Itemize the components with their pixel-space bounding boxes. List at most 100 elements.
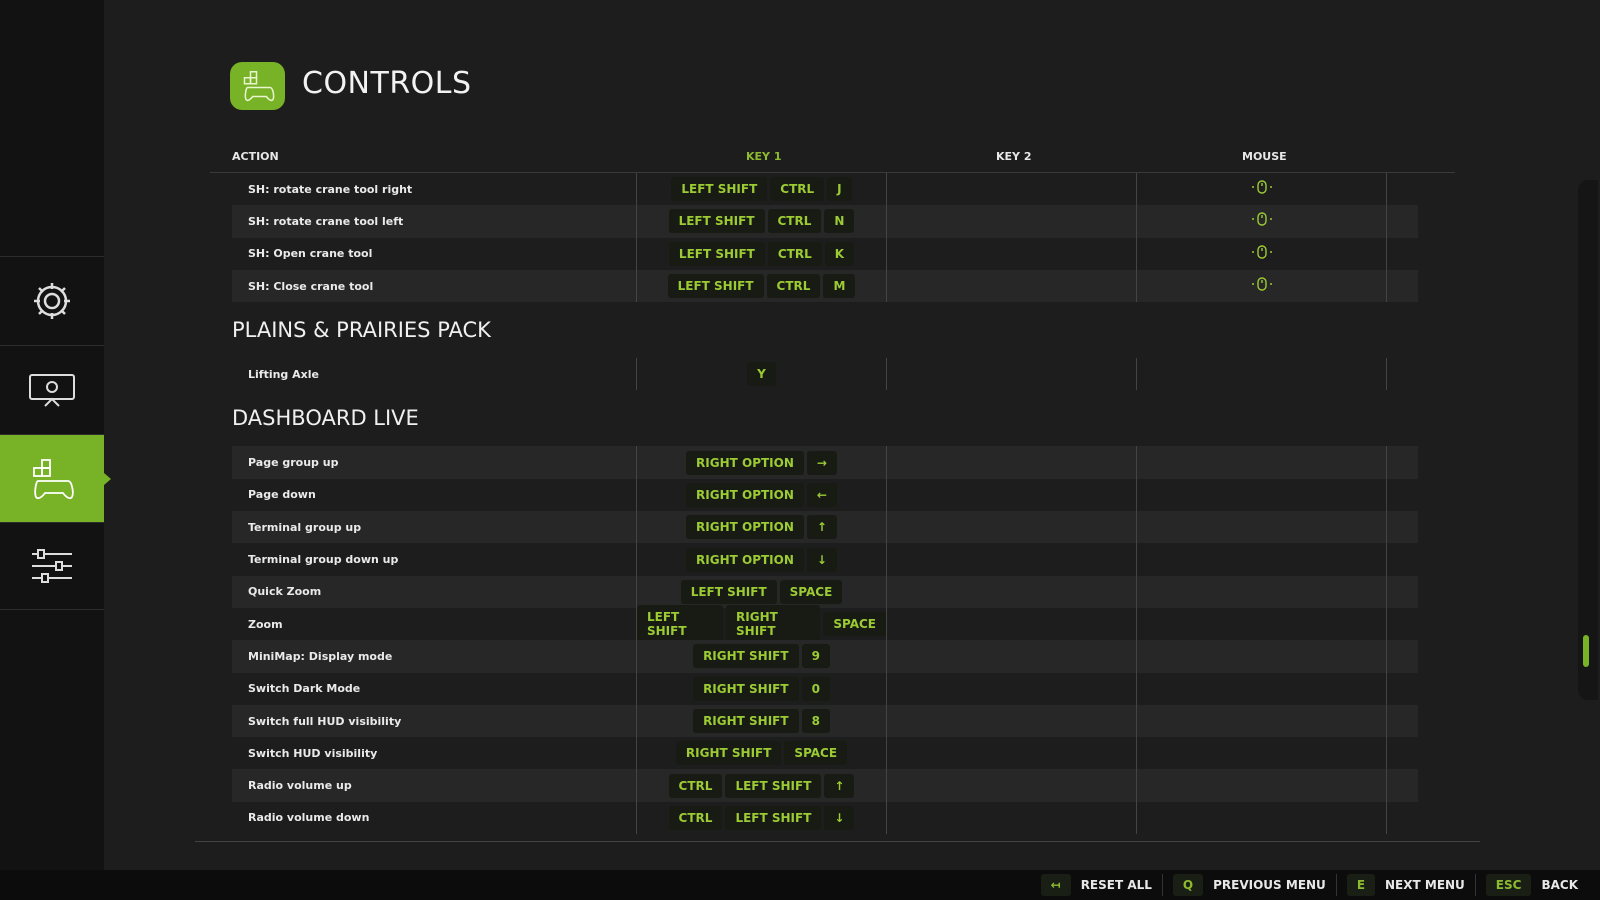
table-row[interactable]: SH: rotate crane tool left LEFT SHIFT CTRL… [232,205,1418,238]
table-row[interactable]: Radio volume down CTRL LEFT SHIFT ↓ [232,801,1418,835]
mouse-cell[interactable] [1136,607,1386,641]
key2-cell[interactable] [886,511,1136,544]
mouse-cell[interactable] [1136,511,1386,544]
key-chip[interactable]: RIGHT SHIFT [693,676,799,701]
table-row[interactable]: Zoom LEFT SHIFT RIGHT SHIFT SPACE [232,605,1418,644]
footer-button-back[interactable]: ESC BACK [1476,874,1588,896]
mouse-cell[interactable] [1136,478,1386,512]
key-chip[interactable]: LEFT SHIFT [667,274,764,299]
table-row[interactable]: Quick Zoom LEFT SHIFT SPACE [232,575,1418,608]
key-chip[interactable]: 9 [801,644,830,669]
mouse-cell[interactable] [1136,801,1386,835]
key1-cell[interactable]: RIGHT SHIFT SPACE [636,737,886,770]
mouse-cell[interactable] [1136,358,1386,391]
key2-cell[interactable] [886,205,1136,238]
scrollbar-track[interactable] [1578,180,1598,700]
key-chip[interactable]: K [824,241,855,266]
key-chip[interactable]: LEFT SHIFT [725,773,822,798]
key-chip[interactable]: LEFT SHIFT [671,177,768,202]
key2-cell[interactable] [886,640,1136,673]
table-row[interactable]: SH: rotate crane tool right LEFT SHIFT CTR… [232,173,1418,206]
scrollbar-thumb[interactable] [1583,635,1589,667]
key2-cell[interactable] [886,446,1136,479]
key-chip[interactable]: CTRL [668,805,723,830]
column-key2[interactable]: KEY 2 [996,150,1032,163]
key2-cell[interactable] [886,672,1136,705]
key2-cell[interactable] [886,737,1136,770]
key1-cell[interactable]: RIGHT SHIFT 9 [636,640,886,673]
key1-cell[interactable]: LEFT SHIFT CTRL J [636,173,886,206]
key-chip[interactable]: LEFT SHIFT [725,805,822,830]
table-row[interactable]: Terminal group up RIGHT OPTION ↑ [232,511,1418,544]
mouse-cell[interactable] [1136,237,1386,270]
key-chip[interactable]: CTRL [767,209,822,234]
mouse-cell[interactable] [1136,769,1386,802]
key-chip[interactable]: N [824,209,855,234]
key-chip[interactable]: ↓ [806,547,837,572]
key2-cell[interactable] [886,237,1136,270]
table-row[interactable]: Terminal group down up RIGHT OPTION ↓ [232,543,1418,576]
key-chip[interactable]: ↑ [806,515,837,540]
key-chip[interactable]: LEFT SHIFT [668,241,765,266]
sidebar-item-controls[interactable] [0,434,111,522]
table-row[interactable]: Page group up RIGHT OPTION → [232,446,1418,479]
key-chip[interactable]: RIGHT OPTION [686,515,804,540]
key-chip[interactable]: M [823,274,856,299]
mouse-cell[interactable] [1136,205,1386,238]
mouse-cell[interactable] [1136,575,1386,608]
key2-cell[interactable] [886,607,1136,641]
sidebar-item-general-settings[interactable] [0,256,104,344]
key-chip[interactable]: 0 [801,676,830,701]
key-chip[interactable]: 8 [801,709,830,733]
table-row[interactable]: SH: Close crane tool LEFT SHIFT CTRL M [232,269,1418,303]
key-chip[interactable]: RIGHT OPTION [686,450,804,475]
table-row[interactable]: SH: Open crane tool LEFT SHIFT CTRL K [232,237,1418,270]
key-chip[interactable]: RIGHT SHIFT [693,709,799,733]
key-chip[interactable]: SPACE [784,741,848,766]
column-mouse[interactable]: MOUSE [1242,150,1287,163]
key2-cell[interactable] [886,478,1136,512]
key-chip[interactable]: RIGHT SHIFT [693,644,799,669]
key2-cell[interactable] [886,173,1136,206]
key1-cell[interactable]: LEFT SHIFT RIGHT SHIFT SPACE [636,605,886,644]
key2-cell[interactable] [886,358,1136,391]
key-chip[interactable]: RIGHT OPTION [686,482,804,507]
key1-cell[interactable]: LEFT SHIFT CTRL M [636,269,886,303]
footer-button-next-menu[interactable]: E NEXT MENU [1337,874,1476,896]
key1-cell[interactable]: CTRL LEFT SHIFT ↑ [636,769,886,802]
mouse-cell[interactable] [1136,672,1386,705]
table-row[interactable]: Switch full HUD visibility RIGHT SHIFT 8 [232,704,1418,738]
key-chip[interactable]: LEFT SHIFT [680,579,777,604]
table-row[interactable]: Radio volume up CTRL LEFT SHIFT ↑ [232,769,1418,802]
table-row[interactable]: Lifting Axle Y [232,358,1418,391]
key-chip[interactable]: LEFT SHIFT [668,209,765,234]
key2-cell[interactable] [886,704,1136,738]
key2-cell[interactable] [886,269,1136,303]
sidebar-item-advanced-settings[interactable] [0,522,104,610]
mouse-cell[interactable] [1136,704,1386,738]
key-chip[interactable]: CTRL [668,773,723,798]
key1-cell[interactable]: LEFT SHIFT CTRL K [636,237,886,270]
key1-cell[interactable]: CTRL LEFT SHIFT ↓ [636,801,886,835]
key1-cell[interactable]: RIGHT OPTION ← [636,478,886,512]
mouse-cell[interactable] [1136,543,1386,576]
key-chip[interactable]: ↑ [824,773,855,798]
key-chip[interactable]: CTRL [766,274,821,299]
key-chip[interactable]: ↓ [824,805,855,830]
footer-button-previous-menu[interactable]: Q PREVIOUS MENU [1163,874,1337,896]
key-chip[interactable]: Y [747,362,776,387]
key-chip[interactable]: CTRL [770,177,825,202]
table-row[interactable]: Switch HUD visibility RIGHT SHIFT SPACE [232,737,1418,770]
key1-cell[interactable]: LEFT SHIFT SPACE [636,575,886,608]
key1-cell[interactable]: RIGHT OPTION ↓ [636,543,886,576]
key-chip[interactable]: → [806,450,837,475]
key1-cell[interactable]: LEFT SHIFT CTRL N [636,205,886,238]
key1-cell[interactable]: RIGHT OPTION ↑ [636,511,886,544]
key1-cell[interactable]: Y [636,358,886,391]
key2-cell[interactable] [886,801,1136,835]
key-chip[interactable]: RIGHT OPTION [686,547,804,572]
key2-cell[interactable] [886,575,1136,608]
key-chip[interactable]: LEFT SHIFT [637,605,724,644]
mouse-cell[interactable] [1136,446,1386,479]
table-row[interactable]: Page down RIGHT OPTION ← [232,478,1418,512]
